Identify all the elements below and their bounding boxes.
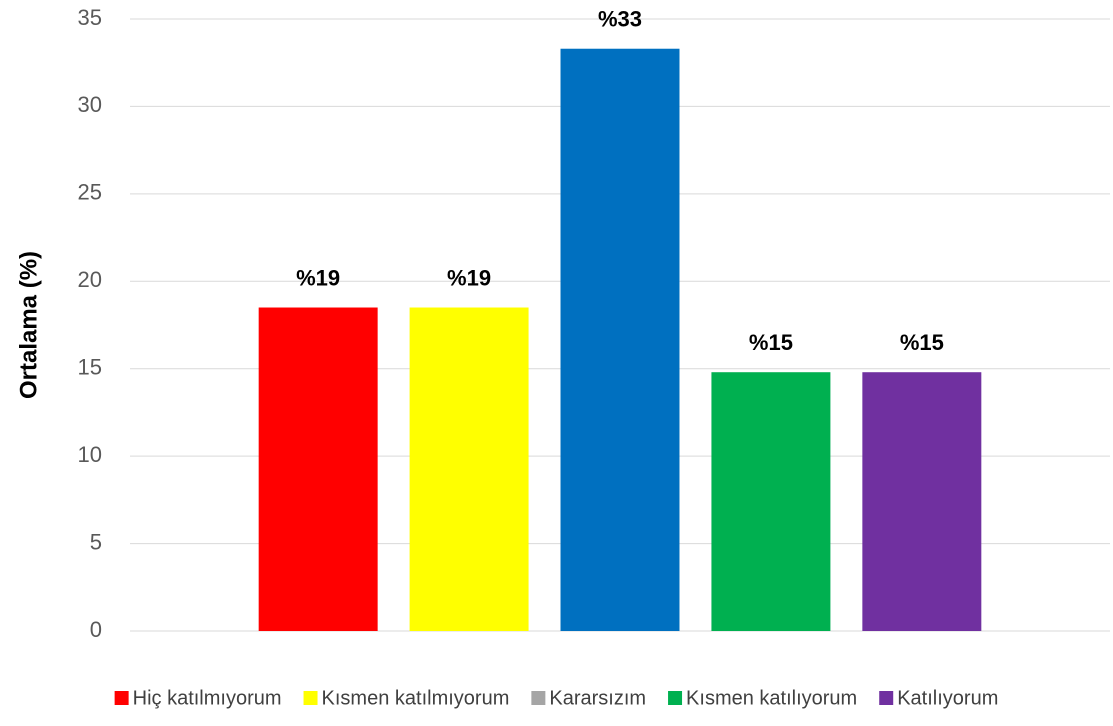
bar — [560, 48, 680, 632]
y-tick-label: 0 — [90, 617, 102, 642]
value-label: %15 — [749, 330, 793, 355]
bar — [258, 307, 378, 631]
y-tick-label: 10 — [78, 442, 102, 467]
y-tick-label: 25 — [78, 180, 102, 205]
y-tick-label: 30 — [78, 92, 102, 117]
value-label: %15 — [900, 330, 944, 355]
legend-label: Hiç katılmıyorum — [133, 687, 282, 709]
y-tick-label: 35 — [78, 5, 102, 30]
value-label: %19 — [447, 265, 491, 290]
legend-swatch — [114, 691, 129, 705]
legend-label: Kısmen katılmıyorum — [322, 687, 510, 709]
legend-label: Kısmen katılıyorum — [686, 687, 857, 709]
bar — [409, 307, 529, 631]
bar — [711, 372, 831, 631]
y-tick-label: 5 — [90, 529, 102, 554]
value-label: %19 — [296, 265, 340, 290]
legend-swatch — [879, 691, 894, 705]
value-label: %33 — [598, 7, 642, 32]
legend-swatch — [668, 691, 683, 705]
y-axis-label: Ortalama (%) — [15, 251, 42, 399]
legend-swatch — [531, 691, 546, 705]
legend-label: Katılıyorum — [897, 687, 998, 709]
legend-swatch — [303, 691, 318, 705]
bar — [862, 372, 982, 631]
legend-label: Kararsızım — [549, 687, 646, 709]
y-tick-label: 20 — [78, 267, 102, 292]
y-tick-label: 15 — [78, 355, 102, 380]
